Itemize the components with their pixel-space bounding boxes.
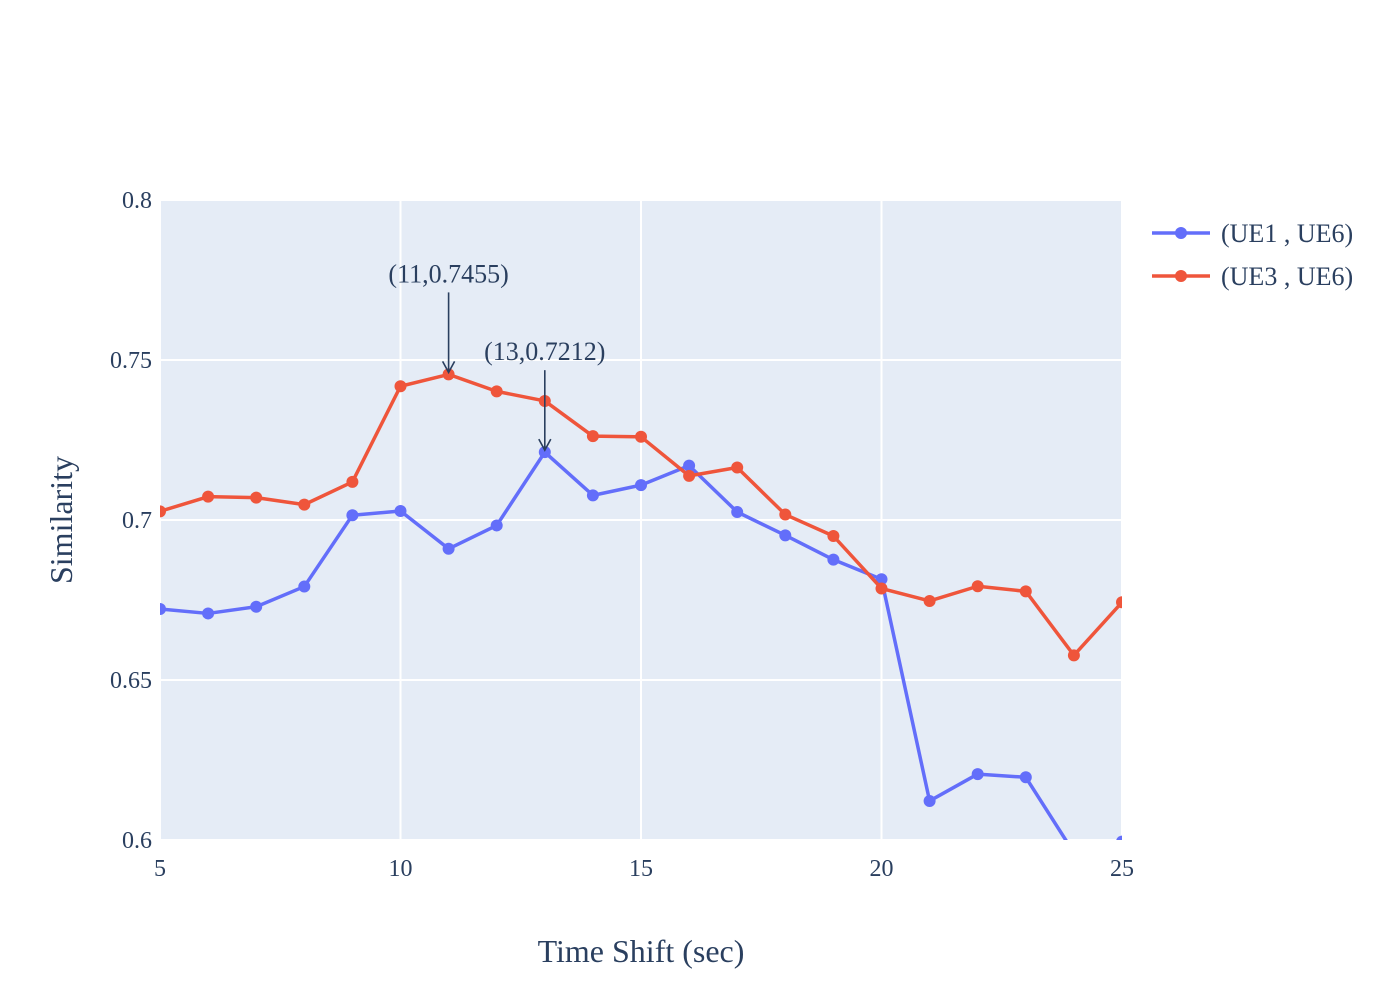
data-point[interactable]	[586, 430, 599, 443]
data-point[interactable]	[394, 505, 407, 518]
data-point[interactable]	[635, 479, 647, 492]
data-point[interactable]	[202, 607, 215, 620]
series-2	[154, 368, 1128, 662]
data-point[interactable]	[1116, 835, 1128, 848]
data-point[interactable]	[827, 553, 840, 566]
data-point[interactable]	[1068, 847, 1080, 859]
data-point[interactable]	[923, 794, 936, 807]
annotation-arrow-head	[538, 438, 552, 452]
gridlines	[159, 199, 1123, 841]
data-point[interactable]	[346, 475, 359, 488]
data-point[interactable]	[731, 506, 744, 518]
x-tick-label: 15	[629, 856, 653, 882]
y-axis-title: Similarity	[43, 456, 79, 584]
x-tick-label: 25	[1110, 856, 1134, 882]
data-point[interactable]	[1019, 771, 1032, 784]
annotation-label: (13,0.7212)	[484, 337, 605, 366]
data-point[interactable]	[154, 505, 166, 518]
data-point[interactable]	[683, 469, 696, 482]
tick-labels: 5 10 15 20 25 0.6 0.65 0.7 0.75 0.8	[110, 188, 1134, 882]
data-point[interactable]	[635, 430, 647, 443]
legend-swatch-marker	[1175, 270, 1187, 282]
data-point[interactable]	[298, 580, 311, 593]
data-point[interactable]	[202, 490, 215, 503]
data-point[interactable]	[1116, 596, 1128, 609]
data-point[interactable]	[586, 489, 599, 502]
y-tick-label: 0.7	[122, 508, 152, 534]
data-point[interactable]	[490, 385, 503, 398]
data-point[interactable]	[731, 461, 744, 474]
y-tick-label: 0.6	[122, 828, 152, 854]
data-point[interactable]	[875, 582, 888, 595]
data-point[interactable]	[875, 573, 888, 586]
data-point[interactable]	[346, 509, 359, 522]
x-tick-label: 5	[154, 856, 166, 882]
data-point[interactable]	[827, 530, 840, 542]
legend-label: (UE1 , UE6)	[1221, 219, 1353, 248]
data-point[interactable]	[298, 498, 311, 511]
data-point[interactable]	[538, 446, 551, 459]
legend[interactable]: (UE1 , UE6) (UE3 , UE6)	[1152, 219, 1353, 291]
y-tick-label: 0.75	[110, 348, 152, 374]
data-point[interactable]	[250, 491, 263, 504]
annotation: (13,0.7212)	[484, 337, 605, 452]
x-tick-label: 10	[389, 856, 413, 882]
x-tick-label: 20	[870, 856, 894, 882]
data-point[interactable]	[971, 768, 984, 781]
data-point[interactable]	[1067, 649, 1080, 662]
y-tick-label: 0.8	[122, 188, 152, 214]
data-point[interactable]	[683, 459, 696, 472]
data-point[interactable]	[442, 542, 455, 555]
legend-item-2[interactable]: (UE3 , UE6)	[1152, 262, 1353, 291]
annotation-label: (11,0.7455)	[388, 259, 508, 288]
legend-label: (UE3 , UE6)	[1221, 262, 1353, 291]
series-1	[154, 446, 1128, 859]
data-point[interactable]	[779, 508, 792, 521]
data-point[interactable]	[779, 529, 792, 542]
series-layer	[154, 368, 1128, 859]
y-tick-label: 0.65	[110, 668, 152, 694]
data-point[interactable]	[394, 380, 407, 393]
annotation: (11,0.7455)	[388, 259, 509, 375]
annotations: (11,0.7455) (13,0.7212)	[388, 259, 605, 452]
data-point[interactable]	[1019, 585, 1032, 598]
legend-swatch-marker	[1175, 227, 1187, 239]
data-point[interactable]	[923, 594, 936, 607]
x-axis-title: Time Shift (sec)	[538, 933, 745, 969]
annotation-arrow-head	[441, 361, 456, 375]
data-point[interactable]	[250, 600, 263, 613]
data-point[interactable]	[442, 368, 455, 381]
data-point[interactable]	[971, 580, 984, 593]
data-point[interactable]	[154, 602, 166, 615]
data-point[interactable]	[490, 519, 503, 532]
legend-item-1[interactable]: (UE1 , UE6)	[1152, 219, 1353, 248]
